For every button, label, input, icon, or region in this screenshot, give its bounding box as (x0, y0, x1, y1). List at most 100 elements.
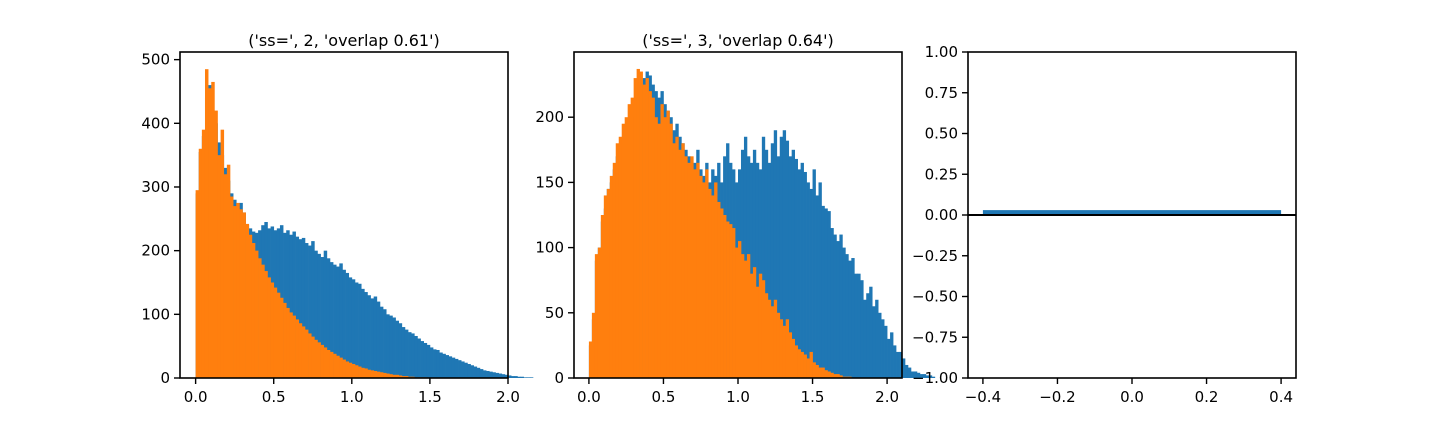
histogram-bar-series-1 (223, 174, 228, 378)
histogram-bar-series-1 (311, 336, 315, 378)
histogram-bar-series-1 (702, 182, 706, 378)
histogram-bar-series-1 (723, 215, 727, 378)
histogram-bar-series-1 (370, 370, 375, 378)
histogram-bar-series-1 (639, 71, 643, 378)
histogram-bar-series-0 (367, 295, 371, 378)
histogram-bar-series-1 (726, 221, 730, 378)
histogram-bar-series-0 (902, 358, 906, 378)
histogram-bar-series-1 (812, 362, 816, 378)
x-axis-ticks: 0.0 0.5 1.0 1.5 2.0 (577, 378, 899, 406)
histogram-bar-series-0 (904, 364, 909, 378)
histogram-bar-series-0 (839, 234, 843, 378)
histogram-bar-series-1 (755, 286, 760, 378)
histogram-bar-series-0 (913, 371, 918, 378)
histogram-bar-series-1 (264, 271, 268, 378)
histogram-bar-series-0 (429, 347, 434, 378)
histogram-bar-series-0 (326, 258, 331, 378)
histogram-bar-series-1 (336, 355, 340, 378)
histogram-bar-series-0 (408, 332, 412, 378)
bar-panel: −0.4 −0.2 0.0 0.2 0.4 −1.00 −0.75 −0.50 −0.25 0.… (912, 43, 1297, 406)
histogram-bar-series-1 (684, 156, 688, 378)
histogram-bar-series-0 (821, 205, 825, 378)
histogram-bar-series-0 (311, 241, 315, 378)
histogram-bar-series-1 (301, 326, 306, 378)
histogram-bar-series-1 (797, 349, 801, 378)
histogram-bar-series-0 (743, 136, 748, 378)
histogram-bar-series-0 (342, 269, 346, 378)
histogram-bar-series-0 (815, 195, 819, 378)
histogram-bar-series-1 (708, 188, 712, 378)
histogram-bar-series-1 (714, 182, 718, 378)
histogram-bar-series-1 (681, 143, 685, 378)
histogram-bar-series-1 (621, 123, 626, 378)
histogram-bar-series-0 (298, 239, 303, 378)
histogram-bar-series-0 (489, 371, 493, 378)
y-tick-label: 100 (141, 305, 170, 323)
histogram-bar-series-1 (627, 104, 631, 378)
y-tick-label: 400 (141, 114, 170, 132)
histogram-bar-series-1 (660, 104, 664, 378)
histogram-bar-series-0 (329, 262, 334, 378)
x-tick-label: 1.0 (340, 388, 364, 406)
histogram-bar-series-1 (333, 353, 337, 378)
histogram-bar-series-0 (398, 323, 403, 378)
histogram-bar-series-1 (279, 297, 284, 378)
histogram-bar-series-0 (773, 130, 778, 378)
histogram-bar-series-1 (720, 208, 724, 378)
histogram-bar-series-0 (812, 169, 816, 378)
histogram-bar-series-1 (699, 175, 703, 378)
histogram-bar-series-0 (863, 299, 867, 378)
histogram-bar-series-1 (839, 375, 843, 378)
histogram-bar-series-0 (529, 377, 534, 378)
histogram-bar-series-0 (907, 367, 912, 378)
histogram-bar-series-1 (648, 91, 652, 379)
histogram-bar-series-1 (821, 367, 825, 378)
histogram-bar-series-1 (666, 110, 670, 379)
histogram-bar-series-0 (351, 279, 356, 378)
histogram-bar-series-0 (866, 293, 870, 378)
histogram-bar-series-1 (373, 371, 378, 378)
histogram-bar-series-0 (520, 376, 524, 378)
histogram-bar-series-1 (803, 354, 807, 378)
chart-title: ('ss=', 2, 'overlap 0.61') (248, 31, 439, 50)
histogram-bar-series-1 (597, 247, 602, 378)
histogram-bar-series-0 (364, 292, 368, 378)
histogram-bar-series-1 (329, 351, 334, 378)
histogram-bar-series-1 (687, 162, 691, 378)
histogram-bar-series-1 (678, 149, 682, 378)
histogram-bar-series-0 (848, 260, 852, 378)
histogram-bar-series-0 (304, 243, 309, 378)
y-axis-ticks: 0 50 100 150 200 (535, 108, 574, 387)
histogram-bar-series-1 (211, 81, 215, 379)
histogram-bar-series-0 (878, 312, 882, 378)
histogram-bar-series-0 (803, 171, 807, 378)
y-tick-label: 0.25 (925, 165, 958, 183)
histogram-bar-series-1 (351, 363, 356, 378)
histogram-bar-series-0 (414, 335, 418, 378)
histogram-bar-series-0 (448, 356, 453, 378)
histogram-bar-series-1 (323, 347, 328, 378)
histogram-bar-series-0 (523, 377, 528, 378)
histogram-bar-series-1 (339, 357, 343, 379)
histogram-bar-series-0 (420, 341, 424, 378)
histogram-bar-series-0 (785, 140, 790, 378)
y-tick-label: 150 (535, 173, 564, 191)
histogram-bar-series-0 (884, 325, 888, 378)
histogram-panel-ss3: ('ss=', 3, 'overlap 0.64') 0.0 0.5 1.0 1.5 2… (535, 31, 936, 406)
histogram-bar-series-0 (770, 143, 775, 378)
histogram-bar-series-1 (624, 117, 629, 378)
x-tick-label: 1.5 (801, 388, 825, 406)
histogram-bar-series-1 (735, 247, 739, 378)
bar-series (968, 210, 1296, 216)
histogram-bar-series-1 (782, 325, 787, 378)
x-tick-label: −0.4 (965, 388, 1001, 406)
histogram-bar-series-1 (217, 155, 221, 378)
histogram-bar-series-0 (764, 149, 769, 378)
histogram-bar-series-0 (896, 351, 900, 378)
histogram-bar-series-1 (791, 338, 795, 378)
histogram-bar-series-0 (404, 329, 409, 378)
x-axis-ticks: −0.4 −0.2 0.0 0.2 0.4 (965, 378, 1293, 406)
histogram-bar-series-1 (195, 190, 200, 378)
histogram-bar-series-1 (383, 372, 387, 378)
histogram-bar-series-0 (492, 372, 496, 378)
